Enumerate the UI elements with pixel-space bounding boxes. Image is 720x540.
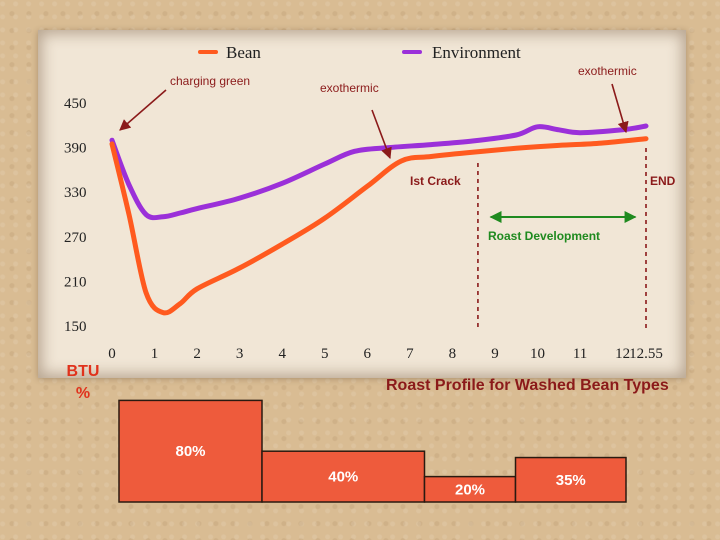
annotation-end: END — [650, 174, 676, 188]
btu-bar — [514, 456, 627, 503]
annotation-exothermic-2: exothermic — [578, 64, 637, 78]
x-tick-label: 9 — [491, 346, 499, 362]
x-tick-label: 0 — [108, 346, 116, 362]
y-axis-ticks: 450 390 330 270 210 150 — [64, 96, 87, 335]
series-environment-line — [109, 123, 649, 221]
chart-paper — [38, 30, 686, 378]
roast-development-label: Roast Development — [488, 229, 600, 243]
y-tick-label: 270 — [64, 230, 87, 246]
y-tick-label: 210 — [64, 274, 87, 290]
x-axis-ticks: 0 1 2 3 4 5 6 7 8 9 10 11 12 12.55 — [108, 346, 663, 362]
x-tick-label: 10 — [530, 346, 545, 362]
y-tick-label: 450 — [64, 96, 87, 112]
x-tick-label: 4 — [278, 346, 286, 362]
btu-label: BTU — [67, 363, 100, 380]
y-tick-label: 330 — [64, 185, 87, 201]
btu-bar — [423, 475, 517, 503]
x-tick-label: 12 — [615, 346, 630, 362]
arrow-exothermic-1 — [371, 109, 392, 160]
x-tick-label: 1 — [151, 346, 159, 362]
x-tick-label: 11 — [573, 346, 587, 362]
btu-percent-label: % — [76, 385, 90, 402]
legend: Bean Environment — [198, 43, 521, 62]
x-tick-label: 7 — [406, 346, 414, 362]
legend-label-bean: Bean — [226, 43, 261, 62]
arrow-charging-green — [119, 89, 167, 131]
arrow-exothermic-2 — [611, 83, 629, 134]
btu-bar — [118, 399, 263, 503]
legend-label-environment: Environment — [432, 43, 521, 62]
x-tick-label: 5 — [321, 346, 329, 362]
y-tick-label: 390 — [64, 141, 87, 157]
btu-bars: 80% 40% 20% 35% — [118, 399, 627, 503]
btu-bar-label: 80% — [175, 443, 205, 460]
chart-title: Roast Profile for Washed Bean Types — [386, 377, 669, 394]
x-tick-label: 6 — [364, 346, 372, 362]
x-tick-label: 2 — [193, 346, 201, 362]
y-tick-label: 150 — [64, 319, 87, 335]
annotation-exothermic-1: exothermic — [320, 81, 379, 95]
x-tick-label: 8 — [449, 346, 457, 362]
series-bean-line — [109, 136, 649, 316]
annotation-first-crack: Ist Crack — [410, 174, 461, 188]
x-tick-label: 12.55 — [629, 346, 663, 362]
annotation-charging-green: charging green — [170, 74, 250, 88]
btu-bar-label: 20% — [455, 481, 485, 498]
x-tick-label: 3 — [236, 346, 244, 362]
btu-bar — [261, 450, 426, 503]
btu-bar-label: 40% — [328, 469, 358, 486]
btu-bar-label: 35% — [556, 472, 586, 489]
